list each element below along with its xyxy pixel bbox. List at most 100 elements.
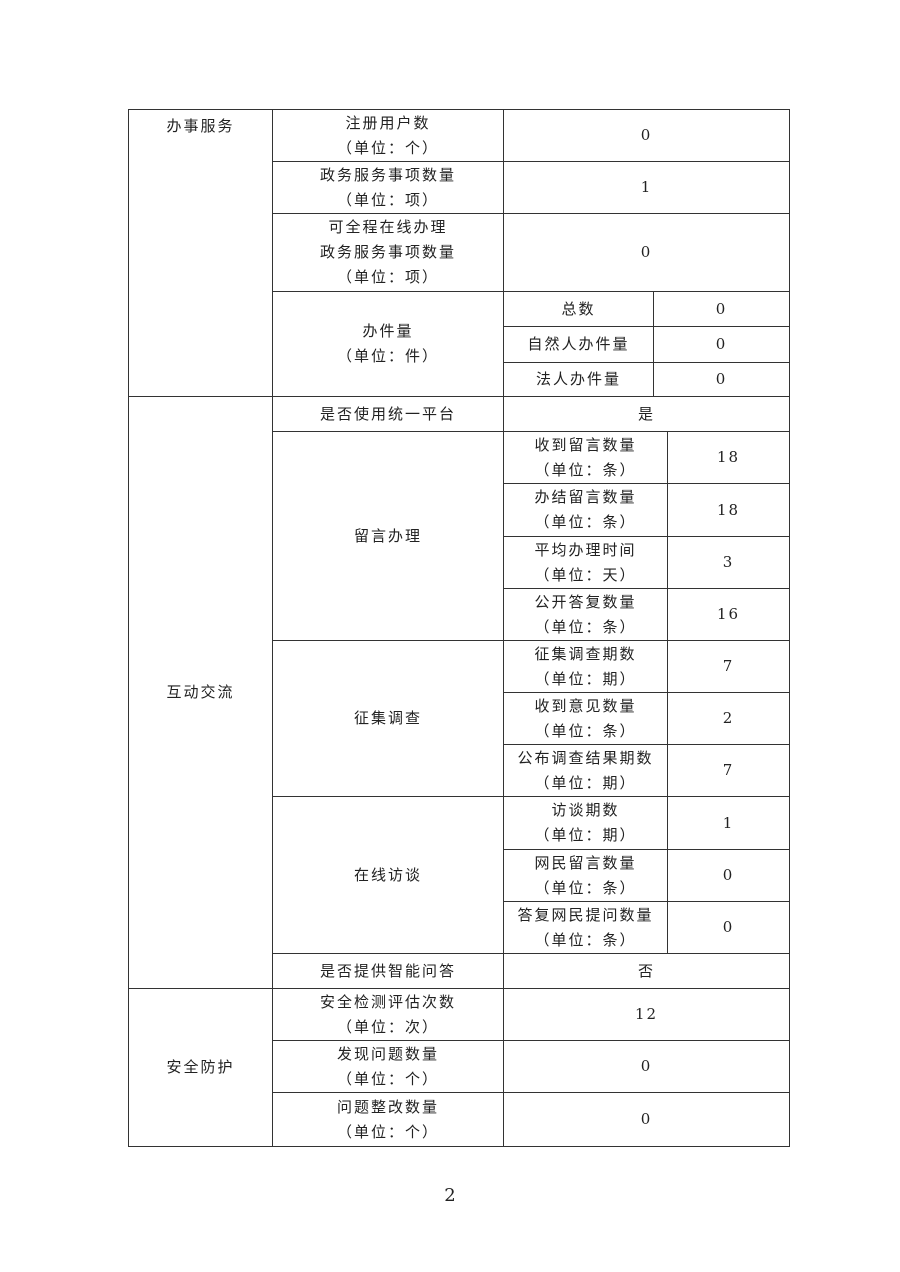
row-label: 可全程在线办理 政务服务事项数量 （单位：项） — [272, 213, 504, 292]
section-label: 互动交流 — [166, 683, 235, 701]
cell-text: 网民留言数量 （单位：条） — [534, 853, 637, 897]
sub-value: 0 — [653, 362, 790, 397]
sub-label: 网民留言数量 （单位：条） — [503, 849, 668, 902]
sub-label: 平均办理时间 （单位：天） — [503, 536, 668, 589]
cell-text: 0 — [640, 1110, 653, 1128]
row-value: 0 — [503, 1040, 790, 1093]
cell-text: 答复网民提问数量 （单位：条） — [517, 905, 654, 949]
cell-text: 问题整改数量 （单位：个） — [336, 1097, 439, 1141]
cell-text: 是否提供智能问答 — [319, 961, 456, 980]
cell-text: 平均办理时间 （单位：天） — [534, 540, 637, 584]
cell-text: 发现问题数量 （单位：个） — [336, 1044, 439, 1088]
section-interaction: 互动交流 — [128, 396, 273, 989]
cell-text: 可全程在线办理 政务服务事项数量 （单位：项） — [319, 218, 456, 286]
cell-text: 1 — [722, 813, 735, 832]
cell-text: 1 — [640, 178, 653, 196]
cell-text: 0 — [722, 866, 735, 884]
cell-text: 公布调查结果期数 （单位：期） — [517, 748, 654, 792]
sub-label: 答复网民提问数量 （单位：条） — [503, 901, 668, 954]
sub-value: 16 — [667, 588, 790, 641]
sub-label: 收到意见数量 （单位：条） — [503, 692, 668, 745]
sub-label: 自然人办件量 — [503, 326, 654, 363]
cell-text: 留言办理 — [353, 526, 422, 545]
cell-text: 在线访谈 — [353, 865, 422, 884]
row-label: 政务服务事项数量 （单位：项） — [272, 161, 504, 214]
cell-text: 注册用户数 （单位：个） — [336, 113, 439, 157]
row-label: 是否提供智能问答 — [272, 953, 504, 989]
sub-label: 法人办件量 — [503, 362, 654, 397]
cell-text: 0 — [715, 299, 728, 318]
sub-value: 7 — [667, 640, 790, 693]
row-value: 12 — [503, 988, 790, 1041]
cell-text: 是 — [637, 404, 655, 423]
cell-text: 12 — [634, 1005, 659, 1023]
row-label: 发现问题数量 （单位：个） — [272, 1040, 504, 1093]
cell-text: 16 — [716, 605, 741, 623]
sub-value: 0 — [667, 849, 790, 902]
cell-text: 访谈期数 （单位：期） — [534, 801, 637, 844]
sub-value: 1 — [667, 796, 790, 850]
row-label: 在线访谈 — [272, 796, 504, 954]
cell-text: 0 — [715, 335, 728, 353]
sub-value: 0 — [667, 901, 790, 954]
cell-text: 18 — [716, 500, 741, 519]
cell-text: 总数 — [561, 299, 596, 318]
cell-text: 收到意见数量 （单位：条） — [534, 696, 637, 740]
cell-text: 安全检测评估次数 （单位：次） — [319, 992, 456, 1036]
cell-text: 0 — [722, 918, 735, 936]
sub-value: 0 — [653, 291, 790, 327]
sub-value: 0 — [653, 326, 790, 363]
cell-text: 0 — [640, 126, 653, 144]
row-value: 0 — [503, 1092, 790, 1147]
sub-label: 总数 — [503, 291, 654, 327]
section-service: 办事服务 — [128, 109, 273, 397]
row-label: 办件量 （单位：件） — [272, 291, 504, 397]
cell-text: 7 — [722, 657, 735, 675]
cell-text: 18 — [716, 448, 741, 466]
row-value: 0 — [503, 213, 790, 292]
cell-text: 否 — [637, 961, 655, 980]
cell-text: 征集调查期数 （单位：期） — [534, 644, 637, 688]
section-security: 安全防护 — [128, 988, 273, 1147]
row-label: 安全检测评估次数 （单位：次） — [272, 988, 504, 1041]
cell-text: 7 — [722, 761, 735, 779]
page-number: 2 — [444, 1185, 456, 1206]
cell-text: 0 — [715, 370, 728, 388]
cell-text: 2 — [722, 709, 735, 727]
cell-text: 征集调查 — [353, 709, 422, 727]
sub-label: 公开答复数量 （单位：条） — [503, 588, 668, 641]
sub-value: 7 — [667, 744, 790, 797]
row-label: 是否使用统一平台 — [272, 396, 504, 432]
row-label: 注册用户数 （单位：个） — [272, 109, 504, 162]
sub-label: 征集调查期数 （单位：期） — [503, 640, 668, 693]
cell-text: 法人办件量 — [535, 370, 621, 388]
cell-text: 办结留言数量 （单位：条） — [534, 488, 637, 531]
sub-value: 2 — [667, 692, 790, 745]
cell-text: 办件量 （单位：件） — [336, 322, 439, 365]
row-value: 是 — [503, 396, 790, 432]
cell-text: 收到留言数量 （单位：条） — [534, 435, 637, 479]
row-label: 问题整改数量 （单位：个） — [272, 1092, 504, 1147]
cell-text: 是否使用统一平台 — [319, 404, 456, 423]
cell-text: 3 — [722, 553, 735, 571]
sub-value: 18 — [667, 483, 790, 537]
cell-text: 政务服务事项数量 （单位：项） — [319, 165, 456, 209]
row-value: 0 — [503, 109, 790, 162]
sub-label: 公布调查结果期数 （单位：期） — [503, 744, 668, 797]
sub-label: 办结留言数量 （单位：条） — [503, 483, 668, 537]
cell-text: 自然人办件量 — [527, 335, 630, 353]
cell-text: 0 — [640, 1057, 653, 1075]
cell-text: 0 — [640, 243, 653, 261]
section-label: 安全防护 — [166, 1058, 235, 1076]
sub-label: 收到留言数量 （单位：条） — [503, 431, 668, 484]
row-label: 征集调查 — [272, 640, 504, 797]
cell-text: 公开答复数量 （单位：条） — [534, 592, 637, 636]
row-value: 否 — [503, 953, 790, 989]
sub-value: 3 — [667, 536, 790, 589]
section-label: 办事服务 — [166, 117, 235, 135]
row-value: 1 — [503, 161, 790, 214]
sub-label: 访谈期数 （单位：期） — [503, 796, 668, 850]
sub-value: 18 — [667, 431, 790, 484]
row-label: 留言办理 — [272, 431, 504, 641]
